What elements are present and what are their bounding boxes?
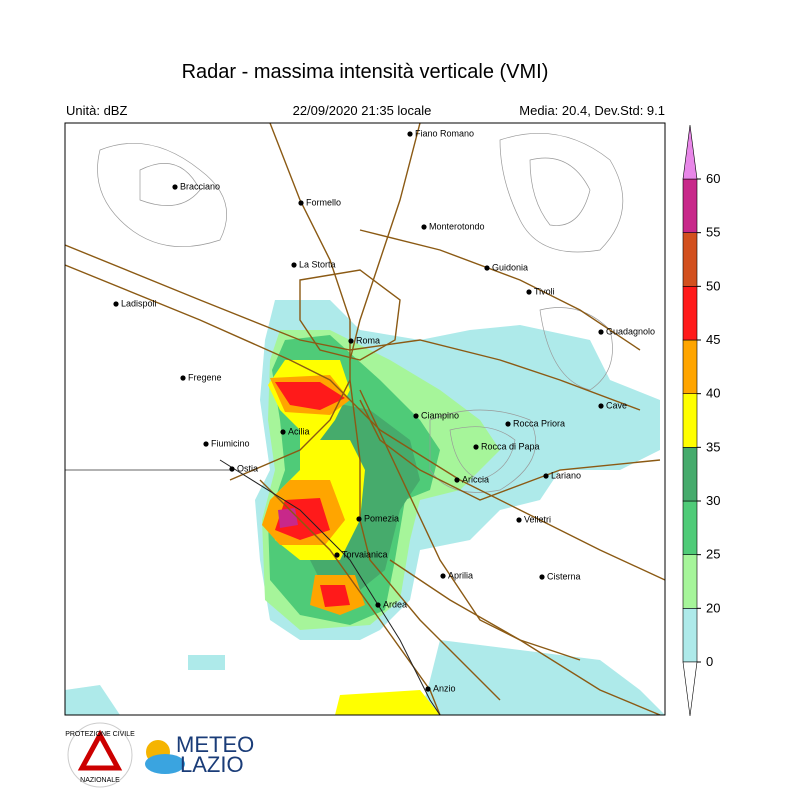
colorbar-label: 30 bbox=[706, 493, 720, 508]
city-dot bbox=[172, 184, 178, 190]
colorbar-segment bbox=[682, 232, 698, 287]
colorbar-label: 20 bbox=[706, 600, 720, 615]
city-label: Fregene bbox=[188, 372, 222, 382]
city-dot bbox=[407, 131, 413, 137]
cloud-icon bbox=[145, 754, 185, 774]
city-label: Acilia bbox=[288, 426, 310, 436]
city-label: Cisterna bbox=[547, 571, 581, 581]
city-label: Tivoli bbox=[534, 286, 555, 296]
logos: PROTEZIONE CIVILE NAZIONALE METEO LAZIO bbox=[65, 722, 254, 788]
city-dot bbox=[440, 573, 446, 579]
city-dot bbox=[484, 265, 490, 271]
colorbar-label: 25 bbox=[706, 547, 720, 562]
city-dot bbox=[375, 602, 381, 608]
city-labels: Fiano Romano Bracciano Formello Monterotond… bbox=[113, 128, 655, 693]
city-label: Roma bbox=[356, 335, 380, 345]
city-label: Rocca di Papa bbox=[481, 441, 540, 451]
map: Fiano Romano Bracciano Formello Monterotond… bbox=[65, 123, 665, 715]
city-dot bbox=[505, 421, 511, 427]
city-dot bbox=[291, 262, 297, 268]
colorbar-label: 45 bbox=[706, 332, 720, 347]
colorbar-below bbox=[682, 661, 698, 717]
city-label: Ladispoli bbox=[121, 298, 157, 308]
protezione-top: PROTEZIONE CIVILE bbox=[65, 731, 135, 738]
city-dot bbox=[229, 466, 235, 472]
unit: Unità: dBZ bbox=[66, 103, 127, 118]
colorbar-segment bbox=[682, 500, 698, 555]
city-label: Ostia bbox=[237, 463, 258, 473]
city-label: Rocca Priora bbox=[513, 418, 565, 428]
city-dot bbox=[421, 224, 427, 230]
colorbar: 0 20 25 30 35 40 45 50 55 60 bbox=[682, 124, 720, 717]
colorbar-segment bbox=[682, 608, 698, 663]
city-label: Guidonia bbox=[492, 262, 528, 272]
colorbar-label: 60 bbox=[706, 171, 720, 186]
city-dot bbox=[473, 444, 479, 450]
colorbar-label: 0 bbox=[706, 654, 713, 669]
colorbar-segment bbox=[682, 286, 698, 341]
city-label: La Storta bbox=[299, 259, 336, 269]
city-label: Torvaianica bbox=[342, 549, 388, 559]
meteo-text: METEO bbox=[176, 732, 254, 757]
lazio-text: LAZIO bbox=[180, 752, 244, 777]
city-label: Fiano Romano bbox=[415, 128, 474, 138]
city-label: Aprilia bbox=[448, 570, 473, 580]
title: Radar - massima intensità verticale (VMI… bbox=[182, 61, 549, 83]
protezione-bottom: NAZIONALE bbox=[80, 777, 120, 784]
colorbar-segment bbox=[682, 393, 698, 448]
city-dot bbox=[298, 200, 304, 206]
city-dot bbox=[539, 574, 545, 580]
colorbar-segment bbox=[682, 178, 698, 233]
city-dot bbox=[598, 329, 604, 335]
city-label: Fiumicino bbox=[211, 438, 250, 448]
colorbar-segment bbox=[682, 554, 698, 609]
map-frame bbox=[64, 122, 666, 716]
city-label: Guadagnolo bbox=[606, 326, 655, 336]
city-label: Pomezia bbox=[364, 513, 399, 523]
city-label: Ciampino bbox=[421, 410, 459, 420]
protezione-triangle bbox=[77, 729, 123, 771]
city-dot bbox=[203, 441, 209, 447]
datetime: 22/09/2020 21:35 locale bbox=[293, 103, 432, 118]
city-label: Ariccia bbox=[462, 474, 489, 484]
city-dot bbox=[280, 429, 286, 435]
protezione-logo bbox=[67, 722, 133, 788]
colorbar-label: 55 bbox=[706, 225, 720, 240]
city-dot bbox=[516, 517, 522, 523]
city-label: Formello bbox=[306, 197, 341, 207]
roads bbox=[65, 123, 665, 715]
city-dot bbox=[113, 301, 119, 307]
colorbar-label: 35 bbox=[706, 439, 720, 454]
city-label: Bracciano bbox=[180, 181, 220, 191]
radar-echoes bbox=[65, 300, 665, 715]
stats: Media: 20.4, Dev.Std: 9.1 bbox=[519, 103, 665, 118]
city-dot bbox=[356, 516, 362, 522]
city-dot bbox=[413, 413, 419, 419]
city-label: Monterotondo bbox=[429, 221, 485, 231]
city-dot bbox=[454, 477, 460, 483]
city-dot bbox=[334, 552, 340, 558]
city-label: Anzio bbox=[433, 683, 456, 693]
city-label: Cave bbox=[606, 400, 627, 410]
colorbar-segment bbox=[682, 339, 698, 394]
colorbar-segment bbox=[682, 447, 698, 502]
city-label: Velletri bbox=[524, 514, 551, 524]
city-dot bbox=[180, 375, 186, 381]
city-dot bbox=[526, 289, 532, 295]
city-dot bbox=[348, 338, 354, 344]
city-label: Lariano bbox=[551, 470, 581, 480]
city-label: Ardea bbox=[383, 599, 407, 609]
city-dot bbox=[543, 473, 549, 479]
city-dot bbox=[598, 403, 604, 409]
colorbar-above bbox=[682, 124, 698, 180]
colorbar-label: 40 bbox=[706, 386, 720, 401]
colorbar-label: 50 bbox=[706, 278, 720, 293]
city-dot bbox=[425, 686, 431, 692]
